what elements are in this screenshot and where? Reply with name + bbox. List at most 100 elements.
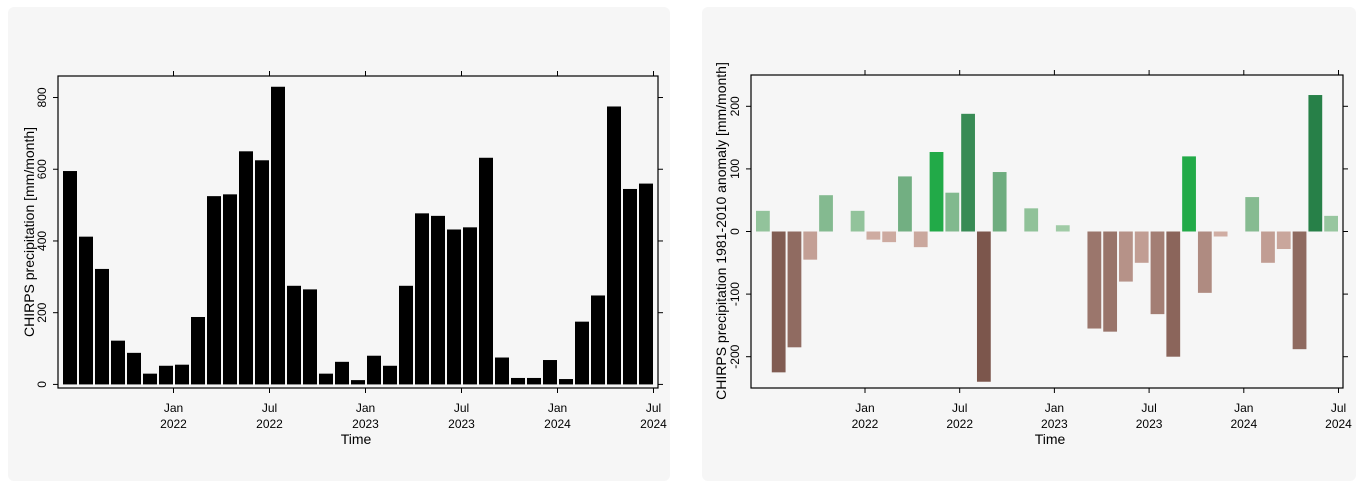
bar: [756, 210, 770, 232]
bar: [575, 321, 589, 385]
y-tick-label: -200: [728, 344, 742, 368]
bar: [623, 188, 637, 385]
bar: [463, 227, 477, 385]
bar: [175, 364, 189, 385]
x-tick-label-month: Jul: [1141, 401, 1156, 415]
bar: [913, 231, 928, 248]
bar: [543, 360, 557, 385]
x-tick-label-month: Jul: [454, 401, 469, 415]
x-tick-label-year: 2024: [640, 417, 667, 431]
bar: [1213, 231, 1228, 237]
bar: [335, 361, 349, 385]
bar: [383, 365, 397, 385]
bar: [319, 373, 333, 385]
bar: [447, 229, 461, 385]
bar: [1276, 231, 1291, 250]
bar: [415, 213, 429, 385]
x-tick-label-year: 2024: [1325, 417, 1352, 431]
y-tick-label: 600: [35, 159, 49, 179]
bar: [95, 268, 109, 385]
x-tick-label-year: 2023: [1136, 417, 1163, 431]
bar: [1087, 231, 1102, 329]
bar: [159, 365, 173, 385]
bar: [207, 196, 221, 385]
precipitation-chart-panel: Time CHIRPS precipitation [mm/month] 0 20…: [8, 7, 670, 481]
bar: [367, 355, 381, 385]
x-tick-label-month: Jan: [1234, 401, 1253, 415]
bar: [639, 183, 653, 385]
bar: [223, 194, 237, 385]
bar: [143, 373, 157, 385]
bar: [850, 210, 865, 232]
x-tick-label-month: Jan: [164, 401, 183, 415]
bar: [1261, 231, 1275, 263]
bar: [431, 215, 445, 385]
bar: [1134, 231, 1149, 263]
x-tick-label-month: Jan: [855, 401, 874, 415]
bar: [1150, 231, 1165, 315]
bar: [771, 231, 786, 373]
y-axis-label: CHIRPS precipitation 1981-2010 anomaly […: [713, 62, 729, 400]
anomaly-chart: Time CHIRPS precipitation 1981-2010 anom…: [713, 62, 1352, 447]
x-tick-label-year: 2023: [1041, 417, 1068, 431]
y-tick-label: 100: [728, 159, 742, 179]
y-tick-label: 200: [35, 302, 49, 322]
bar: [1119, 231, 1133, 282]
x-tick-label-month: Jan: [356, 401, 375, 415]
bar: [1024, 208, 1039, 232]
bar: [255, 160, 269, 385]
bar: [1245, 197, 1260, 232]
bar: [495, 357, 509, 385]
bar: [559, 379, 573, 385]
x-tick-label-month: Jan: [1045, 401, 1064, 415]
x-tick-label-year: 2022: [160, 417, 187, 431]
bar: [1324, 215, 1338, 232]
y-tick-label: 0: [35, 381, 49, 388]
bar: [1166, 231, 1181, 357]
bar: [1055, 225, 1070, 232]
bar: [303, 289, 317, 385]
bar: [866, 231, 881, 240]
x-tick-label-year: 2022: [946, 417, 973, 431]
x-tick-label-year: 2022: [852, 417, 879, 431]
x-tick-label-year: 2023: [448, 417, 475, 431]
anomaly-chart-panel: Time CHIRPS precipitation 1981-2010 anom…: [702, 7, 1356, 481]
bar: [79, 236, 93, 385]
y-tick-label: 800: [35, 87, 49, 107]
bar: [127, 352, 141, 385]
bar: [399, 285, 413, 385]
bar: [111, 340, 125, 385]
y-tick-label: 0: [728, 228, 742, 235]
bar: [803, 231, 818, 260]
x-axis-label: Time: [1035, 431, 1066, 447]
y-tick-label: 400: [35, 231, 49, 251]
bar: [945, 192, 960, 232]
x-tick-label-year: 2024: [544, 417, 571, 431]
x-tick-label-month: Jul: [1331, 401, 1346, 415]
y-tick-label: 200: [728, 96, 742, 116]
bar: [479, 157, 493, 385]
bar: [239, 151, 253, 385]
x-tick-label-month: Jul: [646, 401, 661, 415]
bar: [607, 106, 621, 385]
bar: [191, 316, 205, 385]
bar: [787, 231, 802, 348]
x-tick-label-year: 2024: [1230, 417, 1257, 431]
y-tick-label: -100: [728, 282, 742, 306]
bar: [351, 380, 365, 385]
bar: [819, 195, 833, 232]
bar: [1292, 231, 1307, 350]
x-tick-label-year: 2022: [256, 417, 283, 431]
bar: [882, 231, 897, 243]
bar: [961, 113, 975, 232]
x-tick-label-year: 2023: [352, 417, 379, 431]
bar: [287, 285, 301, 385]
bar: [976, 231, 991, 382]
x-tick-label-month: Jan: [548, 401, 567, 415]
x-tick-label-month: Jul: [262, 401, 277, 415]
bar: [992, 172, 1007, 232]
y-axis-label: CHIRPS precipitation [mm/month]: [21, 127, 37, 337]
bar: [1197, 231, 1212, 293]
bar: [591, 295, 605, 385]
precipitation-chart: Time CHIRPS precipitation [mm/month] 0 20…: [21, 71, 667, 447]
